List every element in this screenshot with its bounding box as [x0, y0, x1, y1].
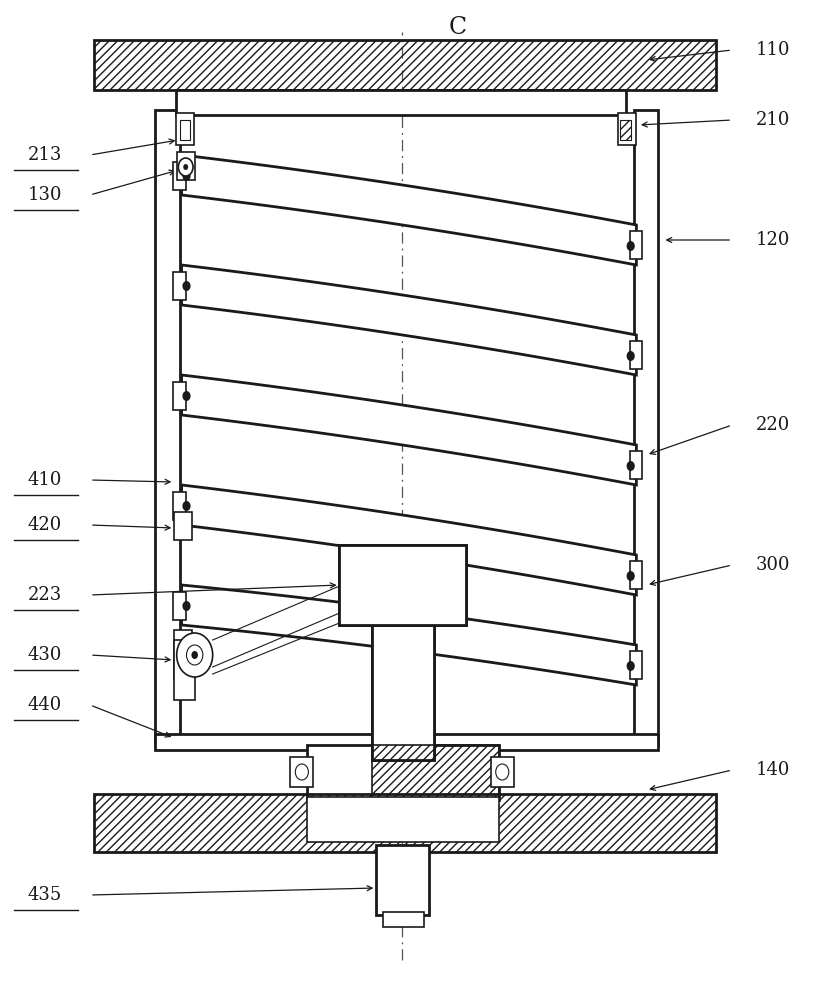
Bar [630, 561, 642, 589]
Circle shape [182, 501, 191, 511]
Bar [173, 162, 186, 190]
Text: C: C [449, 16, 467, 39]
Bar [94, 794, 716, 852]
Text: 440: 440 [28, 696, 62, 714]
Bar [173, 272, 186, 300]
Text: 420: 420 [28, 516, 62, 534]
Bar [372, 745, 499, 800]
Text: 210: 210 [756, 111, 790, 129]
Bar [491, 757, 514, 787]
Text: 430: 430 [28, 646, 62, 664]
Polygon shape [182, 375, 636, 485]
Bar [372, 625, 434, 760]
Bar [383, 912, 424, 927]
Bar [290, 757, 313, 787]
Polygon shape [182, 265, 636, 375]
Circle shape [627, 571, 635, 581]
Polygon shape [182, 155, 636, 265]
Bar [177, 152, 195, 180]
Bar [634, 110, 658, 745]
Circle shape [627, 461, 635, 471]
Bar [339, 545, 466, 625]
Circle shape [627, 661, 635, 671]
Bar [155, 734, 658, 750]
Bar [176, 90, 626, 115]
Bar [630, 231, 642, 259]
Bar [372, 625, 434, 760]
Circle shape [182, 391, 191, 401]
Text: 213: 213 [28, 146, 62, 164]
Text: 300: 300 [756, 556, 790, 574]
Bar [618, 113, 636, 145]
Circle shape [177, 633, 213, 677]
Bar [174, 512, 192, 540]
Bar [630, 651, 642, 679]
Circle shape [191, 651, 198, 659]
Bar [155, 110, 180, 745]
Bar [173, 592, 186, 620]
Circle shape [182, 281, 191, 291]
Text: 223: 223 [28, 586, 62, 604]
Text: 120: 120 [756, 231, 790, 249]
Circle shape [627, 241, 635, 251]
Bar [176, 113, 194, 145]
Bar [94, 40, 716, 90]
Text: 220: 220 [756, 416, 790, 434]
Circle shape [627, 351, 635, 361]
Circle shape [182, 171, 191, 181]
Bar [630, 451, 642, 479]
Circle shape [178, 158, 193, 176]
Bar [339, 545, 466, 625]
Text: 110: 110 [756, 41, 790, 59]
Bar [307, 745, 499, 800]
Text: 410: 410 [28, 471, 62, 489]
Polygon shape [182, 585, 636, 685]
Bar [174, 640, 195, 700]
Circle shape [182, 601, 191, 611]
Bar [376, 845, 429, 915]
Bar [173, 492, 186, 520]
Text: 435: 435 [28, 886, 62, 904]
Text: 140: 140 [756, 761, 790, 779]
Circle shape [183, 164, 188, 170]
Bar [174, 630, 192, 680]
Bar [173, 382, 186, 410]
Bar [307, 797, 499, 842]
Text: 130: 130 [28, 186, 62, 204]
Bar [180, 120, 190, 140]
Bar [620, 120, 631, 140]
Polygon shape [182, 485, 636, 595]
Bar [630, 341, 642, 369]
